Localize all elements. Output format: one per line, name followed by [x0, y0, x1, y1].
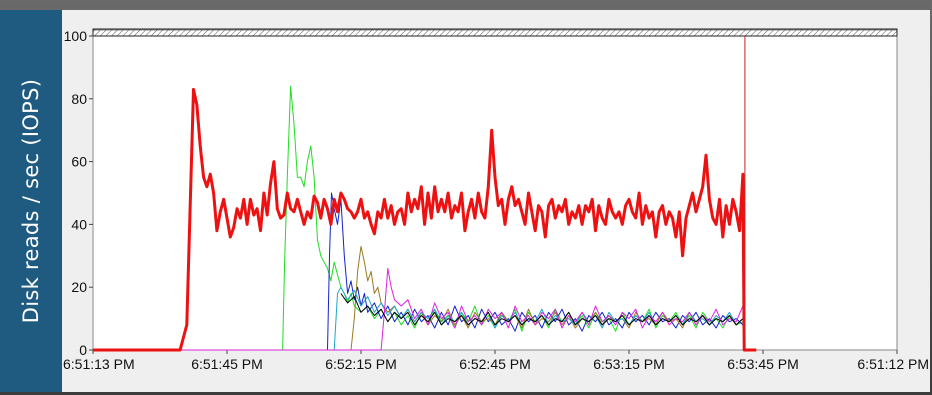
x-tick-label: 6:51:12 PM: [857, 356, 929, 372]
x-tick-label: 6:51:13 PM: [63, 356, 135, 372]
series-line-1: [93, 85, 746, 351]
x-tick-label: 6:53:45 PM: [727, 356, 799, 372]
series-group: [93, 36, 757, 352]
x-tick: 6:51:45 PM: [191, 350, 263, 372]
y-tick: 0: [79, 342, 93, 358]
x-tick-label: 6:52:15 PM: [325, 356, 397, 372]
y-tick-label: 80: [71, 91, 87, 107]
y-tick-label: 100: [64, 28, 88, 44]
x-tick-label: 6:53:15 PM: [593, 356, 665, 372]
x-tick: 6:52:15 PM: [325, 350, 397, 372]
y-tick-label: 60: [71, 154, 87, 170]
y-tick-label: 40: [71, 216, 87, 232]
x-tick: 6:51:13 PM: [63, 350, 135, 372]
y-axis-label-panel: Disk reads / sec (IOPS): [0, 10, 62, 392]
plot-area: [92, 29, 898, 351]
y-tick: 100: [64, 28, 93, 44]
x-tick: 6:51:12 PM: [857, 350, 929, 372]
x-axis: 6:51:13 PM 6:51:45 PM 6:52:15 PM 6:52:45 PM…: [63, 350, 929, 372]
x-tick-label: 6:51:45 PM: [191, 356, 263, 372]
x-tick: 6:53:45 PM: [727, 350, 799, 372]
y-tick-label: 0: [79, 342, 87, 358]
x-tick-label: 6:52:45 PM: [459, 356, 531, 372]
y-tick: 40: [71, 216, 93, 232]
y-tick: 60: [71, 154, 93, 170]
y-tick: 80: [71, 91, 93, 107]
y-tick-label: 20: [71, 279, 87, 295]
overflow-hatch-band: [92, 28, 898, 37]
x-tick: 6:52:45 PM: [459, 350, 531, 372]
series-line-3: [93, 245, 746, 351]
x-tick: 6:53:15 PM: [593, 350, 665, 372]
series-line-6: [340, 293, 744, 326]
y-tick: 20: [71, 279, 93, 295]
series-line-0: [93, 87, 757, 352]
y-axis: 0 20 40 60 80 100: [64, 28, 93, 358]
